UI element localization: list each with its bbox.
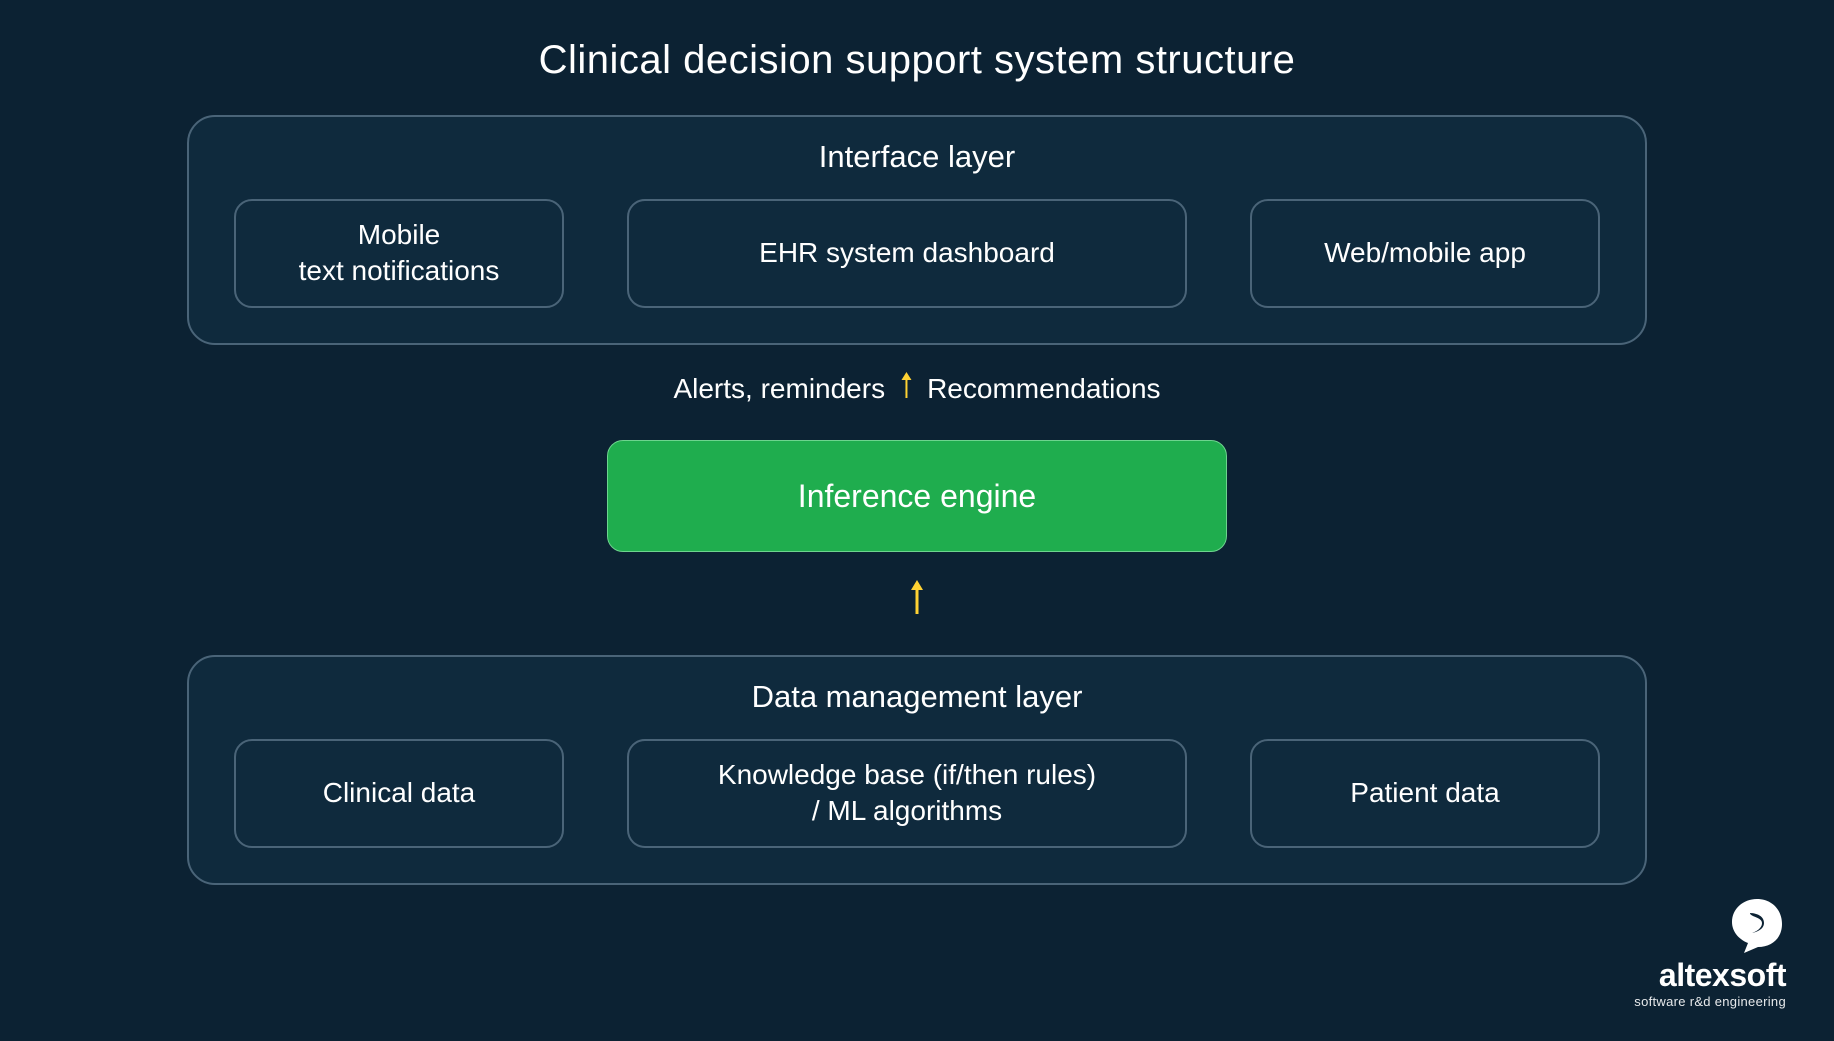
annotation-left: Alerts, reminders [673, 373, 885, 405]
data-layer-container: Data management layer Clinical data Know… [187, 655, 1647, 885]
annotation-row: Alerts, reminders Recommendations [673, 370, 1160, 407]
interface-layer-title: Interface layer [234, 139, 1600, 175]
brand-logo-icon [1728, 895, 1786, 953]
brand-logo: altexsoft software r&d engineering [1634, 895, 1786, 1009]
arrow-up-icon [899, 370, 913, 407]
box-patient-data: Patient data [1250, 739, 1600, 848]
box-web-mobile-app: Web/mobile app [1250, 199, 1600, 308]
data-layer-title: Data management layer [234, 679, 1600, 715]
box-knowledge-base: Knowledge base (if/then rules)/ ML algor… [627, 739, 1187, 848]
inference-engine-box: Inference engine [607, 440, 1227, 552]
brand-name: altexsoft [1634, 957, 1786, 994]
interface-layer-container: Interface layer Mobiletext notifications… [187, 115, 1647, 345]
box-mobile-notifications: Mobiletext notifications [234, 199, 564, 308]
annotation-right: Recommendations [927, 373, 1160, 405]
interface-boxes-row: Mobiletext notifications EHR system dash… [234, 199, 1600, 308]
box-ehr-dashboard: EHR system dashboard [627, 199, 1187, 308]
diagram-title: Clinical decision support system structu… [0, 0, 1834, 83]
data-boxes-row: Clinical data Knowledge base (if/then ru… [234, 739, 1600, 848]
brand-tagline: software r&d engineering [1634, 994, 1786, 1009]
arrow-to-engine-icon [909, 578, 925, 624]
box-clinical-data: Clinical data [234, 739, 564, 848]
